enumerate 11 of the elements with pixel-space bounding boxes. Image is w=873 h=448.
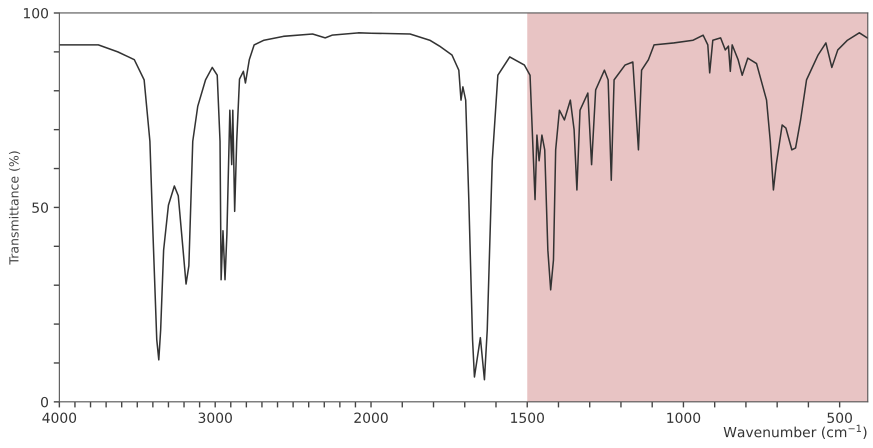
y-tick-label: 50 bbox=[32, 202, 48, 213]
x-tick-label: 1500 bbox=[511, 412, 544, 424]
y-tick-label: 100 bbox=[24, 8, 48, 18]
x-axis-title: Wavenumber (cm$^{−1}$) bbox=[724, 424, 866, 440]
x-tick-label: 1000 bbox=[667, 412, 700, 424]
x-tick-label: 4000 bbox=[42, 412, 76, 424]
y-tick-label: 0 bbox=[41, 396, 48, 408]
x-tick-label: 500 bbox=[827, 412, 852, 424]
x-tick-label: 3000 bbox=[198, 412, 232, 424]
y-axis-title: Transmittance (%) bbox=[8, 151, 20, 265]
x-tick-label: 2000 bbox=[354, 412, 388, 424]
